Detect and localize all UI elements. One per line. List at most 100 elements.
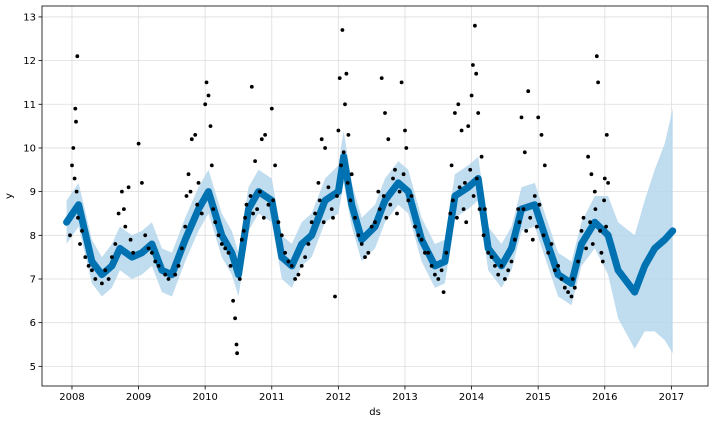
observed-point [249, 84, 254, 89]
observed-point [489, 255, 494, 259]
observed-point [319, 137, 324, 142]
observed-point [72, 176, 77, 181]
observed-point [406, 198, 411, 203]
observed-point [395, 211, 399, 216]
observed-point [524, 229, 529, 233]
observed-point [241, 229, 246, 233]
observed-point [456, 102, 461, 107]
observed-point [369, 224, 374, 229]
x-axis-label: ds [369, 407, 381, 418]
observed-point [376, 189, 381, 194]
observed-point [486, 250, 491, 255]
observed-point [426, 250, 431, 255]
observed-point [599, 250, 604, 255]
observed-point [120, 189, 124, 194]
observed-point [206, 93, 211, 98]
observed-point [90, 268, 94, 273]
observed-point [321, 220, 326, 225]
observed-point [503, 277, 507, 281]
observed-point [586, 154, 590, 159]
observed-point [477, 207, 482, 212]
observed-point [74, 189, 79, 194]
observed-point [539, 133, 544, 137]
x-tick-label: 2016 [592, 392, 617, 403]
observed-point [341, 150, 346, 155]
observed-point [593, 207, 598, 212]
observed-point [536, 115, 541, 120]
observed-point [251, 211, 256, 216]
observed-point [549, 242, 554, 246]
observed-point [459, 128, 464, 133]
observed-point [186, 172, 191, 177]
y-tick-label: 6 [30, 318, 36, 329]
x-tick-label: 2008 [59, 392, 84, 403]
observed-point [517, 220, 522, 225]
observed-point [386, 137, 391, 142]
observed-point [379, 76, 384, 80]
x-axis-ticks: 2008 2009 2010 2011 2012 2013 2014 2015 2016 2017 [59, 386, 684, 403]
observed-point [255, 207, 259, 212]
x-tick-label: 2011 [259, 392, 284, 403]
observed-point [381, 194, 386, 198]
x-tick-label: 2013 [392, 392, 417, 403]
observed-point [594, 54, 599, 59]
observed-point [588, 220, 592, 225]
y-tick-label: 12 [23, 56, 36, 67]
observed-point [403, 128, 407, 133]
observed-point [481, 233, 486, 238]
observed-point [329, 207, 334, 212]
observed-point [436, 277, 441, 281]
observed-point [532, 194, 537, 198]
observed-point [166, 277, 171, 281]
observed-point [590, 242, 595, 246]
observed-point [401, 172, 406, 177]
observed-point [416, 233, 421, 238]
observed-point [316, 181, 321, 185]
observed-point [248, 194, 253, 198]
observed-point [513, 237, 517, 242]
observed-point [331, 215, 335, 220]
observed-point [195, 202, 200, 207]
observed-point [100, 281, 104, 286]
observed-point [203, 102, 208, 107]
observed-point [359, 242, 364, 246]
observed-point [73, 106, 78, 111]
observed-point [344, 71, 349, 76]
observed-point [70, 163, 74, 168]
observed-point [75, 54, 80, 59]
observed-point [336, 128, 341, 133]
observed-point [552, 268, 557, 273]
observed-point [468, 167, 473, 172]
forecast-line [63, 153, 677, 296]
observed-point [469, 93, 474, 98]
observed-point [404, 146, 409, 150]
observed-point [337, 76, 342, 80]
observed-point [211, 207, 216, 212]
observed-point [136, 141, 141, 146]
observed-point [464, 220, 469, 225]
observed-point [356, 233, 361, 238]
observed-point [463, 181, 467, 185]
observed-point [209, 163, 214, 168]
observed-point [80, 229, 84, 233]
observed-point [584, 246, 588, 251]
observed-point [397, 189, 402, 194]
observed-point [296, 272, 301, 277]
observed-point [602, 198, 606, 203]
observed-point [123, 224, 128, 229]
observed-point [156, 264, 161, 268]
observed-point [542, 163, 547, 168]
observed-point [126, 185, 131, 190]
observed-point [429, 264, 434, 268]
observed-point [189, 137, 194, 142]
observed-point [131, 250, 136, 255]
observed-point [184, 194, 189, 198]
observed-point [219, 242, 224, 246]
observed-point [199, 211, 204, 216]
observed-point [233, 316, 238, 321]
observed-point [451, 198, 455, 203]
observed-point [196, 181, 201, 185]
observed-point [345, 181, 350, 185]
observed-point [383, 111, 387, 115]
observed-point [521, 207, 526, 212]
